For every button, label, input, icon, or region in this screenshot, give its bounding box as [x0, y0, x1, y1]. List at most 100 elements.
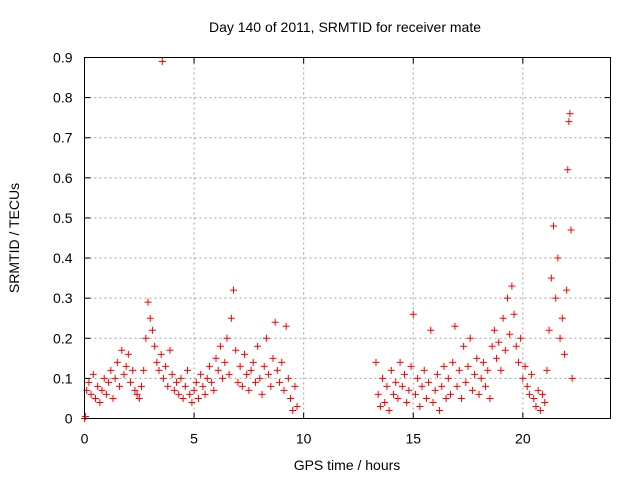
data-point — [484, 366, 492, 374]
data-point — [100, 374, 108, 382]
data-point — [536, 406, 544, 414]
data-point — [416, 402, 424, 410]
data-point — [422, 394, 430, 402]
data-point — [566, 110, 574, 118]
data-point — [91, 394, 99, 402]
data-point — [567, 226, 575, 234]
data-point — [390, 390, 398, 398]
data-point — [140, 366, 148, 374]
data-point — [151, 342, 159, 350]
data-point — [107, 366, 115, 374]
data-point — [146, 314, 154, 322]
data-point — [179, 394, 187, 402]
data-point — [135, 394, 143, 402]
data-point — [282, 322, 290, 330]
x-tick-label: 15 — [405, 431, 421, 447]
data-point — [374, 390, 382, 398]
data-point — [223, 334, 231, 342]
data-point — [398, 382, 406, 390]
data-point — [403, 398, 411, 406]
data-point — [105, 378, 113, 386]
y-tick-label: 0.8 — [53, 90, 73, 106]
data-point — [190, 386, 198, 394]
data-point — [293, 402, 301, 410]
data-point — [153, 358, 161, 366]
data-point — [98, 386, 106, 394]
data-point — [194, 394, 202, 402]
data-point — [175, 390, 183, 398]
data-point — [199, 382, 207, 390]
data-point — [87, 390, 95, 398]
data-point — [532, 402, 540, 410]
data-point — [144, 298, 152, 306]
data-point — [372, 358, 380, 366]
data-point — [159, 374, 167, 382]
data-point — [444, 374, 452, 382]
data-point — [142, 334, 150, 342]
data-point — [436, 406, 444, 414]
data-point — [468, 386, 476, 394]
data-point — [234, 378, 242, 386]
data-point — [181, 382, 189, 390]
data-point — [427, 326, 435, 334]
data-point — [158, 58, 166, 66]
y-tick-label: 0.5 — [53, 210, 73, 226]
data-point — [260, 362, 268, 370]
data-point — [420, 366, 428, 374]
data-point — [89, 370, 97, 378]
data-point — [409, 310, 417, 318]
y-tick-label: 0.3 — [53, 290, 73, 306]
data-point — [431, 386, 439, 394]
data-point — [164, 382, 172, 390]
data-point — [490, 326, 498, 334]
data-point — [276, 378, 284, 386]
data-point — [528, 370, 536, 378]
data-point — [137, 382, 145, 390]
data-point — [129, 366, 137, 374]
data-point — [133, 390, 141, 398]
data-point — [212, 354, 220, 362]
data-point — [460, 342, 468, 350]
data-point — [541, 398, 549, 406]
data-point — [155, 366, 163, 374]
data-point — [486, 394, 494, 402]
data-point — [568, 374, 576, 382]
data-point — [411, 390, 419, 398]
data-point — [501, 346, 509, 354]
y-tick-label: 0.1 — [53, 370, 73, 386]
data-point — [203, 374, 211, 382]
data-point — [477, 374, 485, 382]
data-point — [394, 394, 402, 402]
x-axis-label: GPS time / hours — [294, 457, 401, 473]
data-point — [122, 362, 130, 370]
data-point — [387, 366, 395, 374]
data-point — [564, 166, 572, 174]
x-tick-label: 0 — [81, 431, 89, 447]
data-point — [216, 342, 224, 350]
data-point — [120, 370, 128, 378]
data-point — [552, 294, 560, 302]
data-point — [475, 390, 483, 398]
data-point — [267, 382, 275, 390]
data-point — [269, 354, 277, 362]
data-point — [262, 334, 270, 342]
data-point — [157, 350, 165, 358]
data-point — [508, 282, 516, 290]
data-point — [506, 330, 514, 338]
data-point — [148, 326, 156, 334]
data-point — [464, 362, 472, 370]
data-point — [563, 286, 571, 294]
grid — [84, 57, 611, 419]
data-point — [278, 358, 286, 366]
data-point — [173, 378, 181, 386]
data-point — [219, 374, 227, 382]
data-point — [457, 394, 465, 402]
data-point — [429, 398, 437, 406]
y-tick-label: 0.6 — [53, 170, 73, 186]
data-point — [497, 366, 505, 374]
data-point — [225, 370, 233, 378]
data-point — [539, 390, 547, 398]
plot-frame — [84, 57, 611, 419]
data-point — [166, 346, 174, 354]
